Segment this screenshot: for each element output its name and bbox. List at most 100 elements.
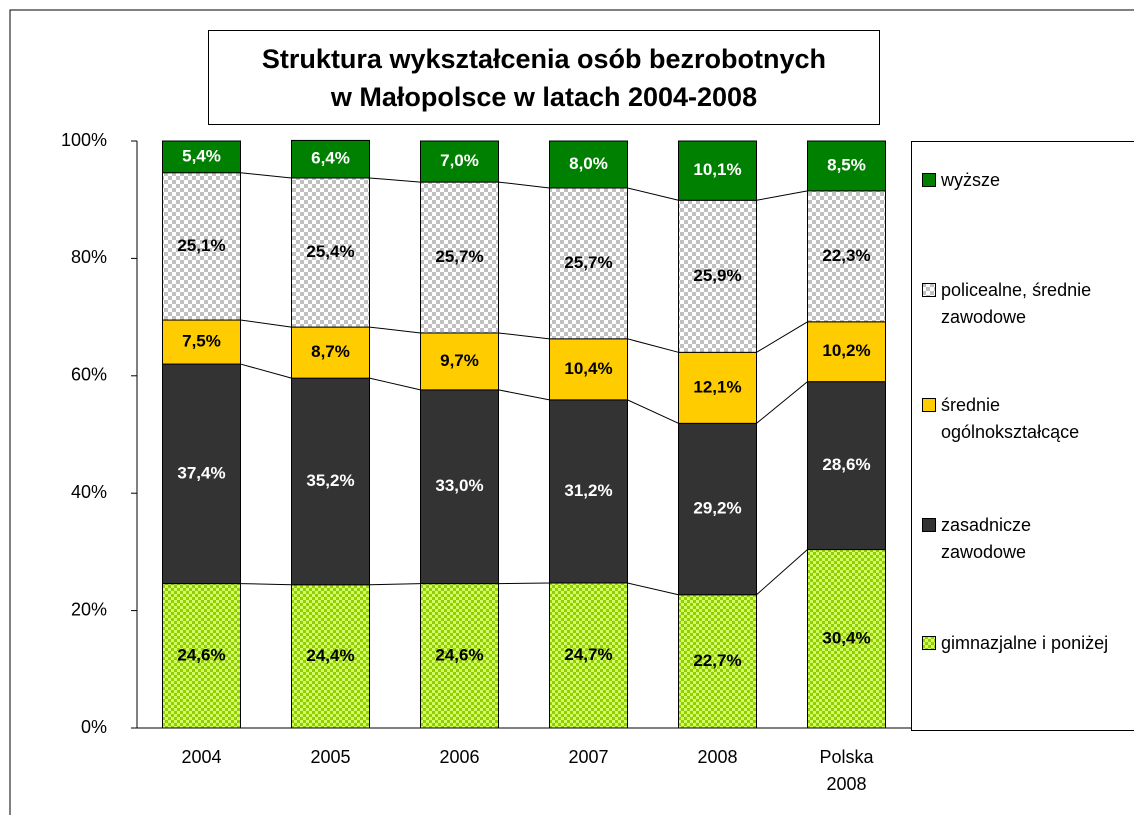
x-tick-label: 2006 <box>439 747 480 767</box>
bar-segment <box>162 319 241 365</box>
connector-line <box>498 181 550 189</box>
legend-swatch <box>922 173 936 187</box>
connector-line <box>756 321 808 353</box>
legend-item: zasadnicze zawodowe <box>922 512 1134 566</box>
value-label: 25,1% <box>177 236 225 255</box>
legend-swatch <box>922 283 936 297</box>
legend-item: wyższe <box>922 167 1134 194</box>
bar-segment <box>420 332 499 391</box>
value-label: 33,0% <box>435 476 483 495</box>
y-tick-label: 40% <box>71 482 107 502</box>
value-label: 6,4% <box>311 149 350 168</box>
connector-line <box>627 187 679 201</box>
connector-line <box>240 363 292 379</box>
bar-segment <box>162 140 241 174</box>
y-tick-label: 0% <box>81 717 107 737</box>
connector-line <box>498 389 550 401</box>
value-label: 5,4% <box>182 146 221 165</box>
connector-line <box>240 583 292 586</box>
connector-line <box>240 172 292 179</box>
y-tick-label: 20% <box>71 599 107 619</box>
connector-line <box>756 190 808 201</box>
bar-segment <box>807 140 886 192</box>
value-label: 24,6% <box>177 645 225 664</box>
x-tick-label: 2004 <box>181 747 222 767</box>
value-label: 12,1% <box>693 377 741 396</box>
x-tick-label: 2008 <box>697 747 738 767</box>
legend-swatch <box>922 518 936 532</box>
bar-segment <box>162 583 241 729</box>
legend-swatch <box>922 398 936 412</box>
value-label: 25,9% <box>693 266 741 285</box>
value-label: 35,2% <box>306 471 354 490</box>
value-label: 10,4% <box>564 359 612 378</box>
value-label: 24,6% <box>435 645 483 664</box>
bar-segment <box>291 139 370 179</box>
x-tick-label: 2007 <box>568 747 609 767</box>
legend-item: policealne, średnie zawodowe <box>922 277 1134 331</box>
value-label: 8,5% <box>827 155 866 174</box>
value-label: 28,6% <box>822 455 870 474</box>
connector-line <box>498 582 550 585</box>
legend-label: policealne, średnie zawodowe <box>941 280 1092 327</box>
bar-segment <box>807 381 886 551</box>
value-label: 25,4% <box>306 242 354 261</box>
legend-label: zasadnicze zawodowe <box>941 515 1032 562</box>
bar-segment <box>420 140 499 183</box>
chart-title: Struktura wykształcenia osób bezrobotnyc… <box>208 30 880 125</box>
bar-segment <box>420 181 499 334</box>
connector-line <box>756 381 808 424</box>
value-label: 22,3% <box>822 246 870 265</box>
connector-line <box>498 332 550 340</box>
connector-line <box>369 177 421 183</box>
value-label: 8,7% <box>311 342 350 361</box>
legend-swatch <box>922 636 936 650</box>
bar-segment <box>291 177 370 328</box>
bar-segment <box>678 140 757 201</box>
legend: wyższe policealne, średnie zawodowe średni… <box>911 141 1134 731</box>
value-label: 7,5% <box>182 332 221 351</box>
connector-line <box>627 338 679 353</box>
connector-line <box>627 582 679 596</box>
value-label: 8,0% <box>569 154 608 173</box>
bar-segment <box>162 172 241 321</box>
legend-label: gimnazjalne i poniżej <box>941 633 1109 653</box>
bar-segment <box>807 321 886 383</box>
legend-label: wyższe <box>941 170 1001 190</box>
bar-segment <box>291 377 370 586</box>
connector-line <box>627 399 679 424</box>
bar-segment <box>549 140 628 189</box>
value-label: 7,0% <box>440 151 479 170</box>
legend-label: średnie ogólnokształcące <box>941 395 1080 442</box>
value-label: 25,7% <box>435 247 483 266</box>
value-label: 30,4% <box>822 628 870 647</box>
value-label: 10,1% <box>693 160 741 179</box>
value-label: 24,4% <box>306 646 354 665</box>
value-label: 25,7% <box>564 253 612 272</box>
bar-segment <box>549 582 628 729</box>
value-label: 22,7% <box>693 651 741 670</box>
connector-line <box>369 326 421 334</box>
legend-item: średnie ogólnokształcące <box>922 392 1134 446</box>
connector-line <box>369 583 421 586</box>
connector-line <box>240 319 292 328</box>
value-label: 24,7% <box>564 645 612 664</box>
bar-segment <box>678 422 757 596</box>
x-tick-label: 2005 <box>310 747 351 767</box>
bar-segment <box>807 549 886 729</box>
y-tick-label: 80% <box>71 247 107 267</box>
y-tick-label: 60% <box>71 365 107 385</box>
value-label: 9,7% <box>440 351 479 370</box>
value-label: 31,2% <box>564 481 612 500</box>
value-label: 10,2% <box>822 341 870 360</box>
x-tick-label: Polska 2008 <box>819 747 874 794</box>
bar-segment <box>291 584 370 729</box>
y-tick-label: 100% <box>61 130 107 150</box>
bar-segment <box>807 190 886 323</box>
connector-line <box>369 377 421 391</box>
bar-segment <box>549 338 628 401</box>
bar-segment <box>678 351 757 424</box>
connector-line <box>756 549 808 596</box>
value-label: 29,2% <box>693 499 741 518</box>
